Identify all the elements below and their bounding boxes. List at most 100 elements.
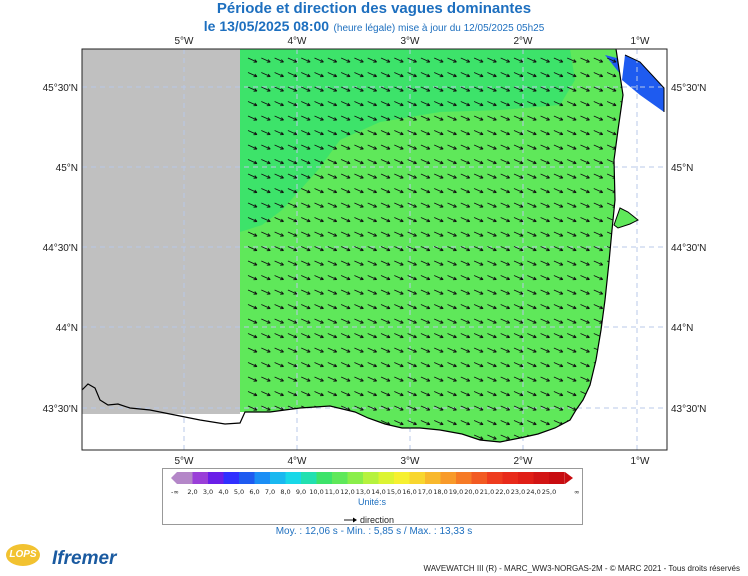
direction-arrow (340, 173, 351, 179)
direction-arrow (487, 101, 497, 107)
direction-arrow (593, 217, 604, 223)
direction-arrow (500, 260, 511, 266)
direction-arrow (593, 115, 604, 121)
direction-arrow (420, 405, 431, 411)
direction-arrow (327, 231, 338, 237)
direction-arrow (473, 202, 484, 208)
direction-arrow (553, 362, 564, 368)
direction-arrow (540, 347, 550, 353)
direction-arrow (274, 115, 284, 121)
direction-arrow (527, 362, 537, 368)
direction-arrow (567, 391, 577, 397)
direction-arrow (540, 130, 550, 136)
direction-arrow (354, 101, 364, 107)
direction-arrow (500, 72, 511, 78)
direction-arrow (367, 333, 378, 339)
direction-arrow (593, 72, 604, 78)
direction-arrow (354, 202, 364, 208)
lat-label: 45°N (56, 163, 78, 174)
direction-arrow (340, 376, 351, 382)
direction-arrow (327, 115, 338, 121)
direction-arrow (580, 347, 590, 353)
direction-arrow (593, 289, 604, 295)
direction-arrow (420, 202, 431, 208)
map-frame (81, 48, 668, 451)
direction-arrow (447, 130, 457, 136)
direction-arrow (367, 376, 378, 382)
direction-arrow (487, 72, 497, 78)
colorbar-label: 3,0 (203, 488, 213, 496)
direction-arrow (500, 304, 511, 310)
direction-arrow (301, 115, 311, 121)
direction-arrow (314, 72, 324, 78)
direction-arrow (473, 130, 484, 136)
direction-arrow (553, 260, 564, 266)
direction-arrow (434, 318, 444, 324)
direction-arrow (473, 188, 484, 194)
direction-arrow (527, 246, 537, 252)
direction-arrow (301, 260, 311, 266)
direction-arrow (340, 362, 351, 368)
direction-arrow (261, 333, 271, 339)
direction-arrow (593, 173, 604, 179)
direction-arrow (394, 217, 404, 223)
direction-arrow (513, 144, 524, 150)
direction-arrow (354, 246, 364, 252)
direction-arrow (593, 188, 604, 194)
direction-arrow (540, 115, 550, 121)
direction-arrow (354, 333, 364, 339)
direction-arrow (420, 101, 431, 107)
direction-arrow (500, 130, 511, 136)
colorbar-swatch (518, 472, 534, 484)
direction-arrow (301, 362, 311, 368)
direction-arrow (394, 86, 404, 92)
colorbar-label: 23,0 (511, 488, 525, 496)
direction-arrow (340, 188, 351, 194)
direction-arrow (314, 275, 324, 281)
direction-arrow (301, 173, 311, 179)
direction-arrow (261, 173, 271, 179)
direction-arrow (434, 391, 444, 397)
direction-arrow (606, 130, 617, 136)
direction-arrow (540, 101, 550, 107)
direction-arrow (513, 318, 524, 324)
direction-arrow (327, 202, 338, 208)
direction-arrow (367, 275, 378, 281)
direction-arrow (274, 144, 284, 150)
direction-arrow (487, 405, 497, 411)
direction-arrow (540, 246, 550, 252)
direction-arrow (500, 231, 511, 237)
direction-arrow (340, 217, 351, 223)
direction-arrow (394, 376, 404, 382)
direction-arrow (274, 159, 284, 165)
direction-arrow (261, 86, 271, 92)
colorbar-label: 9,0 (296, 488, 306, 496)
lat-label: 43°30'N (671, 404, 706, 415)
direction-arrow (447, 391, 457, 397)
direction-arrow (434, 173, 444, 179)
direction-arrow (394, 333, 404, 339)
direction-arrow (447, 86, 457, 92)
legend-box: -∞ 2,0 3,0 4,0 5,0 6,0 7,0 8,0 9,0 10,0 11,0 12,0 1… (162, 468, 583, 525)
colorbar-label: 14,0 (371, 488, 385, 496)
direction-arrow (354, 289, 364, 295)
direction-arrow (340, 72, 351, 78)
direction-arrow (407, 420, 417, 426)
direction-arrow (553, 115, 564, 121)
direction-arrow (553, 318, 564, 324)
direction-arrow (434, 217, 444, 223)
direction-arrow (580, 173, 590, 179)
direction-arrow (500, 173, 511, 179)
colorbar-swatches (177, 472, 565, 484)
direction-arrow (354, 217, 364, 223)
direction-arrow (261, 304, 271, 310)
direction-arrow (420, 159, 431, 165)
estuary-coast (624, 54, 665, 112)
direction-arrow (247, 275, 258, 281)
direction-arrow (487, 217, 497, 223)
ifremer-logo: Ifremer (52, 548, 117, 569)
direction-arrow (527, 391, 537, 397)
direction-arrow (340, 246, 351, 252)
colorbar-swatch (533, 472, 550, 484)
direction-arrow (460, 86, 471, 92)
